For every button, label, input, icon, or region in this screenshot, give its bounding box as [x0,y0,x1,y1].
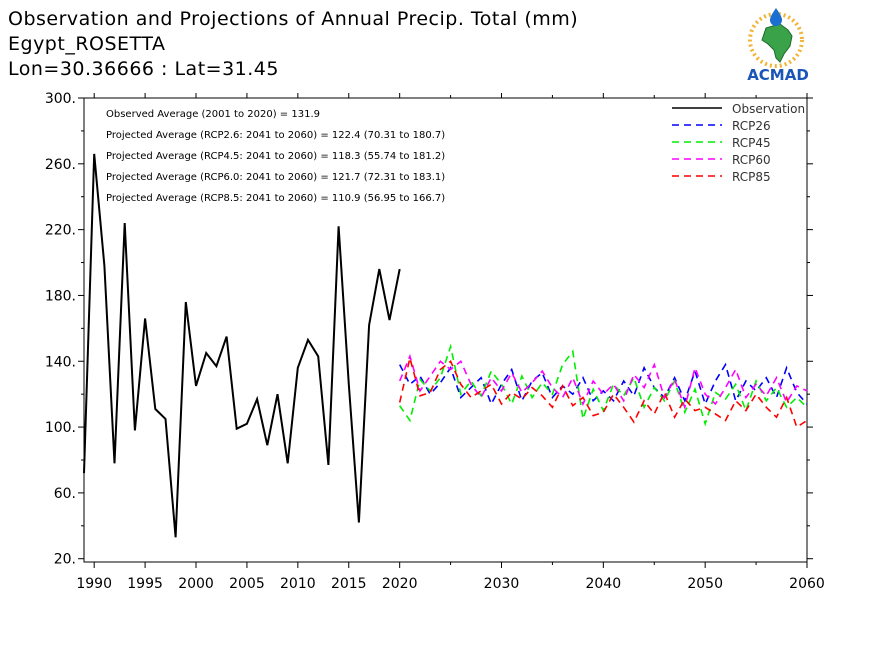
x-tick-label: 2020 [382,576,418,592]
x-tick-label: 2050 [687,576,723,592]
water-drop-icon [770,8,782,26]
stats-annotation: Observed Average (2001 to 2020) = 131.9 [106,109,320,120]
x-tick-label: 2010 [280,576,316,592]
series-line-rcp60 [398,353,808,410]
x-tick-label: 2030 [484,576,520,592]
x-tick-label: 2015 [331,576,367,592]
legend: Observation RCP26 RCP45 RCP60 RCP85 [672,102,805,184]
x-tick-label: 2040 [586,576,622,592]
x-tick-label: 1995 [127,576,163,592]
plot-area [83,97,808,563]
series-line-observation [83,153,401,538]
location-name: Egypt_ROSETTA [8,33,166,55]
series-layer [83,153,808,538]
legend-label: RCP26 [732,119,771,133]
y-tick-label: 100. [45,420,76,436]
annotations: Observed Average (2001 to 2020) = 131.9 P… [106,109,445,204]
y-tick-label: 260. [45,157,76,173]
x-tick-label: 1990 [76,576,112,592]
series-line-rcp45 [399,343,808,427]
y-tick-label: 20. [54,552,76,568]
y-tick-label: 300. [45,91,76,107]
y-tick-label: 220. [45,223,76,239]
stats-annotation: Projected Average (RCP6.0: 2041 to 2060)… [106,172,445,183]
y-tick-label: 140. [45,354,76,370]
legend-label: Observation [732,102,805,116]
location-coordinates: Lon=30.36666 : Lat=31.45 [8,58,279,80]
africa-shape-icon [761,23,793,63]
stats-annotation: Projected Average (RCP4.5: 2041 to 2060)… [106,151,445,162]
y-tick-label: 180. [45,288,76,304]
stats-annotation: Projected Average (RCP2.6: 2041 to 2060)… [106,130,445,141]
x-tick-label: 2060 [789,576,825,592]
stats-annotation: Projected Average (RCP8.5: 2041 to 2060)… [106,193,445,204]
y-tick-label: 60. [54,486,76,502]
legend-label: RCP45 [732,136,771,150]
y-axis: 20. 60. 100. 140. 180. 220. 260. 300. [45,91,813,568]
logo-text: ACMAD [747,66,809,84]
legend-label: RCP60 [732,153,771,167]
africa-map-logo-icon: ACMAD [747,8,809,84]
plot-border [83,97,808,563]
x-tick-label: 2005 [229,576,265,592]
x-tick-label: 2000 [178,576,214,592]
chart-title: Observation and Projections of Annual Pr… [8,8,579,30]
x-axis: 1990 1995 2000 2005 2010 2015 2020 2030 2040 2050… [76,93,825,592]
legend-label: RCP85 [732,170,771,184]
series-line-rcp85 [398,357,808,429]
